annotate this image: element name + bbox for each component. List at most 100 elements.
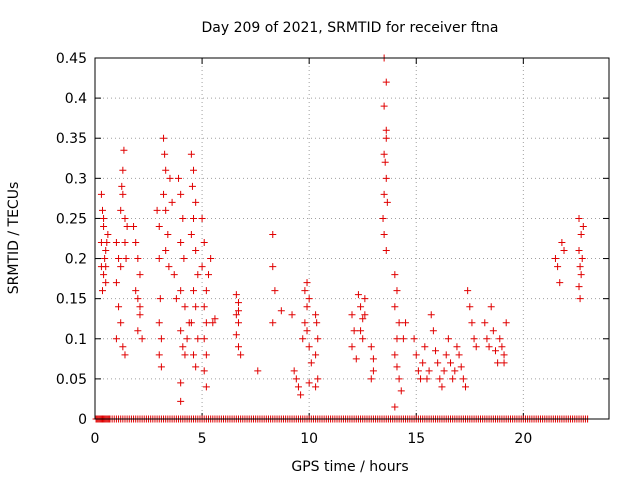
data-point	[432, 347, 440, 355]
data-point	[164, 230, 172, 238]
data-point	[421, 343, 429, 351]
data-point	[194, 335, 202, 343]
data-point	[301, 287, 309, 295]
data-point	[380, 230, 388, 238]
data-point	[138, 335, 146, 343]
data-point	[121, 239, 129, 247]
data-point	[391, 303, 399, 311]
data-point	[112, 335, 120, 343]
data-point	[369, 367, 377, 375]
data-point	[136, 303, 144, 311]
tick-labels: 0 0.05 0.1 0.15 0.2 0.25 0.3 0.35 0.4 0.45 0 5 10 15 2…	[56, 51, 532, 447]
data-point	[429, 327, 437, 335]
data-point	[314, 335, 322, 343]
data-point	[359, 315, 367, 323]
data-point	[134, 295, 142, 303]
y-tick-label: 0.45	[56, 51, 87, 67]
data-point	[314, 375, 322, 383]
data-point	[468, 319, 476, 327]
data-point	[440, 367, 448, 375]
data-point	[380, 102, 388, 110]
gridlines	[95, 58, 609, 419]
data-point	[427, 311, 435, 319]
data-point	[444, 335, 452, 343]
data-point	[119, 343, 127, 351]
data-point	[462, 383, 470, 391]
data-point	[165, 263, 173, 271]
data-point	[312, 351, 320, 359]
data-point	[577, 230, 585, 238]
data-point	[136, 271, 144, 279]
data-point	[481, 319, 489, 327]
data-point	[483, 335, 491, 343]
data-point	[434, 359, 442, 367]
data-point	[177, 287, 185, 295]
data-point	[120, 146, 128, 154]
data-point	[234, 299, 242, 307]
data-point	[177, 397, 185, 405]
data-point	[104, 230, 112, 238]
data-point	[447, 359, 455, 367]
data-point	[575, 214, 583, 222]
plot-frame	[94, 57, 610, 420]
data-point	[451, 367, 459, 375]
data-point	[187, 230, 195, 238]
data-point	[442, 351, 450, 359]
data-point	[112, 279, 120, 287]
data-point	[305, 379, 313, 387]
data-point	[472, 343, 480, 351]
data-point	[466, 303, 474, 311]
data-point	[277, 307, 285, 315]
data-points	[92, 54, 592, 423]
data-point	[380, 150, 388, 158]
data-point	[357, 327, 365, 335]
data-point	[382, 126, 390, 134]
data-point	[188, 182, 196, 190]
data-point	[194, 271, 202, 279]
data-point	[100, 271, 108, 279]
data-point	[97, 190, 105, 198]
y-tick-label: 0.35	[56, 131, 87, 147]
data-point	[234, 319, 242, 327]
data-point	[313, 319, 321, 327]
data-point	[303, 279, 311, 287]
data-point	[379, 214, 387, 222]
data-point	[122, 255, 130, 263]
data-point	[312, 383, 320, 391]
data-point	[382, 247, 390, 255]
data-point	[578, 255, 586, 263]
y-tick-label: 0.1	[65, 332, 87, 348]
data-point	[393, 335, 401, 343]
data-point	[348, 343, 356, 351]
data-point	[381, 158, 389, 166]
data-point	[102, 247, 110, 255]
y-tick-label: 0.2	[65, 252, 87, 268]
data-point	[98, 206, 106, 214]
y-axis-title: SRMTID / TECUs	[6, 182, 22, 295]
data-point	[301, 319, 309, 327]
data-point	[117, 263, 125, 271]
data-point	[367, 343, 375, 351]
data-point	[359, 335, 367, 343]
data-point	[367, 375, 375, 383]
data-point	[100, 214, 108, 222]
data-point	[348, 311, 356, 319]
data-point	[170, 271, 178, 279]
data-point	[112, 239, 120, 247]
data-point	[297, 391, 305, 399]
data-point	[166, 174, 174, 182]
data-point	[136, 311, 144, 319]
data-point	[98, 287, 106, 295]
data-point	[361, 295, 369, 303]
data-point	[382, 78, 390, 86]
data-point	[305, 343, 313, 351]
data-point	[292, 375, 300, 383]
data-point	[162, 166, 170, 174]
data-point	[177, 327, 185, 335]
data-point	[130, 222, 138, 230]
data-point	[354, 291, 362, 299]
data-point	[579, 222, 587, 230]
data-point	[556, 279, 564, 287]
data-point	[500, 359, 508, 367]
